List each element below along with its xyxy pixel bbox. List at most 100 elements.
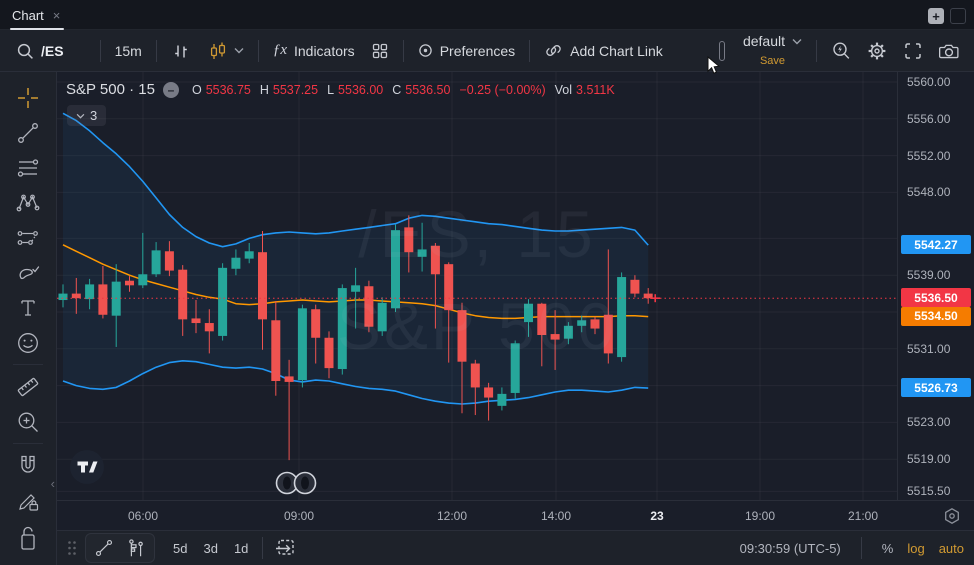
price-tick-label: 5560.00 — [907, 75, 951, 89]
volume-value: 3.511K — [576, 82, 615, 97]
trend-line-icon — [18, 122, 38, 143]
calendar-event-badges[interactable] — [271, 469, 321, 497]
magnet-mode-button[interactable] — [9, 448, 47, 483]
session-clock[interactable]: 09:30:59 (UTC-5) — [739, 540, 841, 556]
link-checkbox[interactable] — [718, 40, 725, 61]
time-axis[interactable]: 06:00 09:00 12:00 14:00 23 19:00 21:00 — [57, 500, 974, 530]
symbol-legend[interactable]: S&P 500 · 15 – O 5536.75 H 5537.25 L 5536.0… — [66, 81, 615, 98]
legend-hide-button[interactable]: – — [162, 81, 179, 98]
magnet-icon — [21, 455, 35, 473]
symbol-search-button[interactable]: /ES — [8, 37, 72, 65]
fullscreen-button[interactable] — [895, 36, 931, 66]
time-tick-label: 12:00 — [436, 509, 468, 523]
bottom-toolbar: 5d 3d 1d 09:30:59 (UTC-5) % log auto — [57, 530, 974, 565]
price-value-label: 5526.73 — [901, 378, 971, 398]
log-scale-button[interactable]: log — [907, 540, 925, 556]
add-chart-link-button[interactable]: Add Chart Link — [536, 36, 671, 65]
divider — [257, 39, 259, 62]
indicator-templates-button[interactable] — [363, 37, 397, 65]
layout-square-icon[interactable] — [950, 8, 966, 24]
sidebar-collapse-icon[interactable]: ‹ — [50, 476, 55, 491]
candles-icon — [210, 42, 225, 59]
projection-tool-button[interactable] — [9, 220, 47, 255]
symbol-text: /ES — [41, 42, 64, 59]
close-value: 5536.50 — [405, 82, 451, 97]
volume-label: Vol — [554, 82, 573, 97]
crosshair-tool-button[interactable] — [9, 80, 47, 115]
zoom-in-tool-button[interactable] — [9, 404, 47, 439]
divider — [99, 39, 101, 62]
text-icon — [21, 299, 35, 316]
interval-text: 15m — [114, 42, 142, 59]
hidden-indicators-toggle[interactable]: 3 — [67, 105, 107, 126]
tab-close-icon[interactable]: × — [52, 7, 61, 23]
range-1d-button[interactable]: 1d — [233, 540, 249, 556]
ruler-icon — [17, 377, 39, 396]
add-tab-button[interactable]: + — [928, 8, 944, 24]
divider — [13, 443, 43, 444]
fib-retracement-tool-button[interactable] — [9, 150, 47, 185]
price-tick-label: 5523.00 — [907, 415, 951, 430]
pattern-tool-button[interactable] — [9, 185, 47, 220]
candle-style-button[interactable] — [199, 36, 252, 66]
text-tool-button[interactable] — [9, 290, 47, 325]
brush-tool-button[interactable] — [9, 255, 47, 290]
chart-grid — [57, 72, 897, 500]
divider — [529, 39, 531, 62]
divider — [860, 537, 862, 559]
price-tick-label: 5539.00 — [907, 268, 951, 283]
go-to-date-icon[interactable] — [273, 537, 299, 559]
open-label: O — [191, 82, 202, 97]
price-tick-label: 5552.00 — [907, 148, 951, 163]
save-label[interactable]: Save — [759, 54, 786, 67]
trend-line-tool-button[interactable] — [9, 115, 47, 150]
divider — [262, 537, 264, 559]
drag-handle-icon[interactable] — [67, 540, 77, 556]
price-axis[interactable]: 5560.00 5556.00 5552.00 5548.00 5539.00 5531.… — [897, 72, 974, 500]
bars-pattern-icon — [129, 539, 143, 557]
time-tick-label: 06:00 — [127, 509, 159, 523]
percent-scale-button[interactable]: % — [881, 540, 894, 556]
drawing-mode-lock-button[interactable] — [9, 483, 47, 518]
tab-chart[interactable]: Chart × — [12, 0, 60, 30]
snapshot-button[interactable] — [931, 37, 968, 65]
price-value-label: 5536.50 — [901, 288, 971, 308]
interval-button[interactable]: 15m — [107, 38, 150, 64]
auto-scale-button[interactable]: auto — [938, 540, 964, 556]
gear-icon — [868, 42, 886, 59]
settings-button[interactable] — [859, 36, 895, 66]
preferences-label: Preferences — [439, 42, 516, 59]
chart-canvas[interactable] — [57, 72, 897, 500]
range-5d-button[interactable]: 5d — [173, 540, 188, 556]
chevron-down-icon — [234, 48, 244, 54]
brush-icon — [19, 265, 40, 279]
projection-icon — [17, 230, 38, 245]
bar-style-button[interactable] — [163, 36, 199, 66]
favorite-pattern-button[interactable] — [120, 535, 152, 561]
tradingview-logo[interactable] — [69, 449, 105, 485]
divider — [402, 39, 404, 62]
last-price-line — [57, 294, 897, 303]
hidden-indicators-count: 3 — [90, 108, 98, 123]
layout-save-button[interactable]: default Save — [735, 29, 810, 72]
indicators-button[interactable]: ƒx Indicators — [265, 37, 363, 64]
high-label: H — [259, 82, 269, 97]
drawing-sidebar: ‹ — [0, 72, 57, 565]
legend-title[interactable]: S&P 500 · 15 — [66, 81, 155, 98]
scale-settings-icon[interactable] — [943, 507, 961, 525]
ohlc-values: O 5536.75 H 5537.25 L 5536.00 C 5536.50 −0.2… — [187, 83, 615, 97]
fib-retracement-icon — [17, 158, 39, 177]
quick-search-button[interactable] — [823, 36, 859, 66]
range-3d-button[interactable]: 3d — [203, 540, 218, 556]
favorite-trend-line-button[interactable] — [88, 535, 120, 561]
measure-tool-button[interactable] — [9, 369, 47, 404]
lock-all-drawings-button[interactable] — [9, 518, 47, 553]
preferences-button[interactable]: Preferences — [410, 38, 523, 64]
pencil-lock-icon — [19, 493, 39, 511]
lock-icon — [21, 526, 35, 550]
ohlc-bars-icon — [175, 45, 187, 57]
chart-area[interactable]: /ES, 15 S&P 500 S&P 500 · 15 – O5536.75 … — [57, 72, 897, 500]
time-tick-label: 23 — [650, 509, 664, 523]
emoji-tool-button[interactable] — [9, 325, 47, 360]
divider — [13, 364, 43, 365]
